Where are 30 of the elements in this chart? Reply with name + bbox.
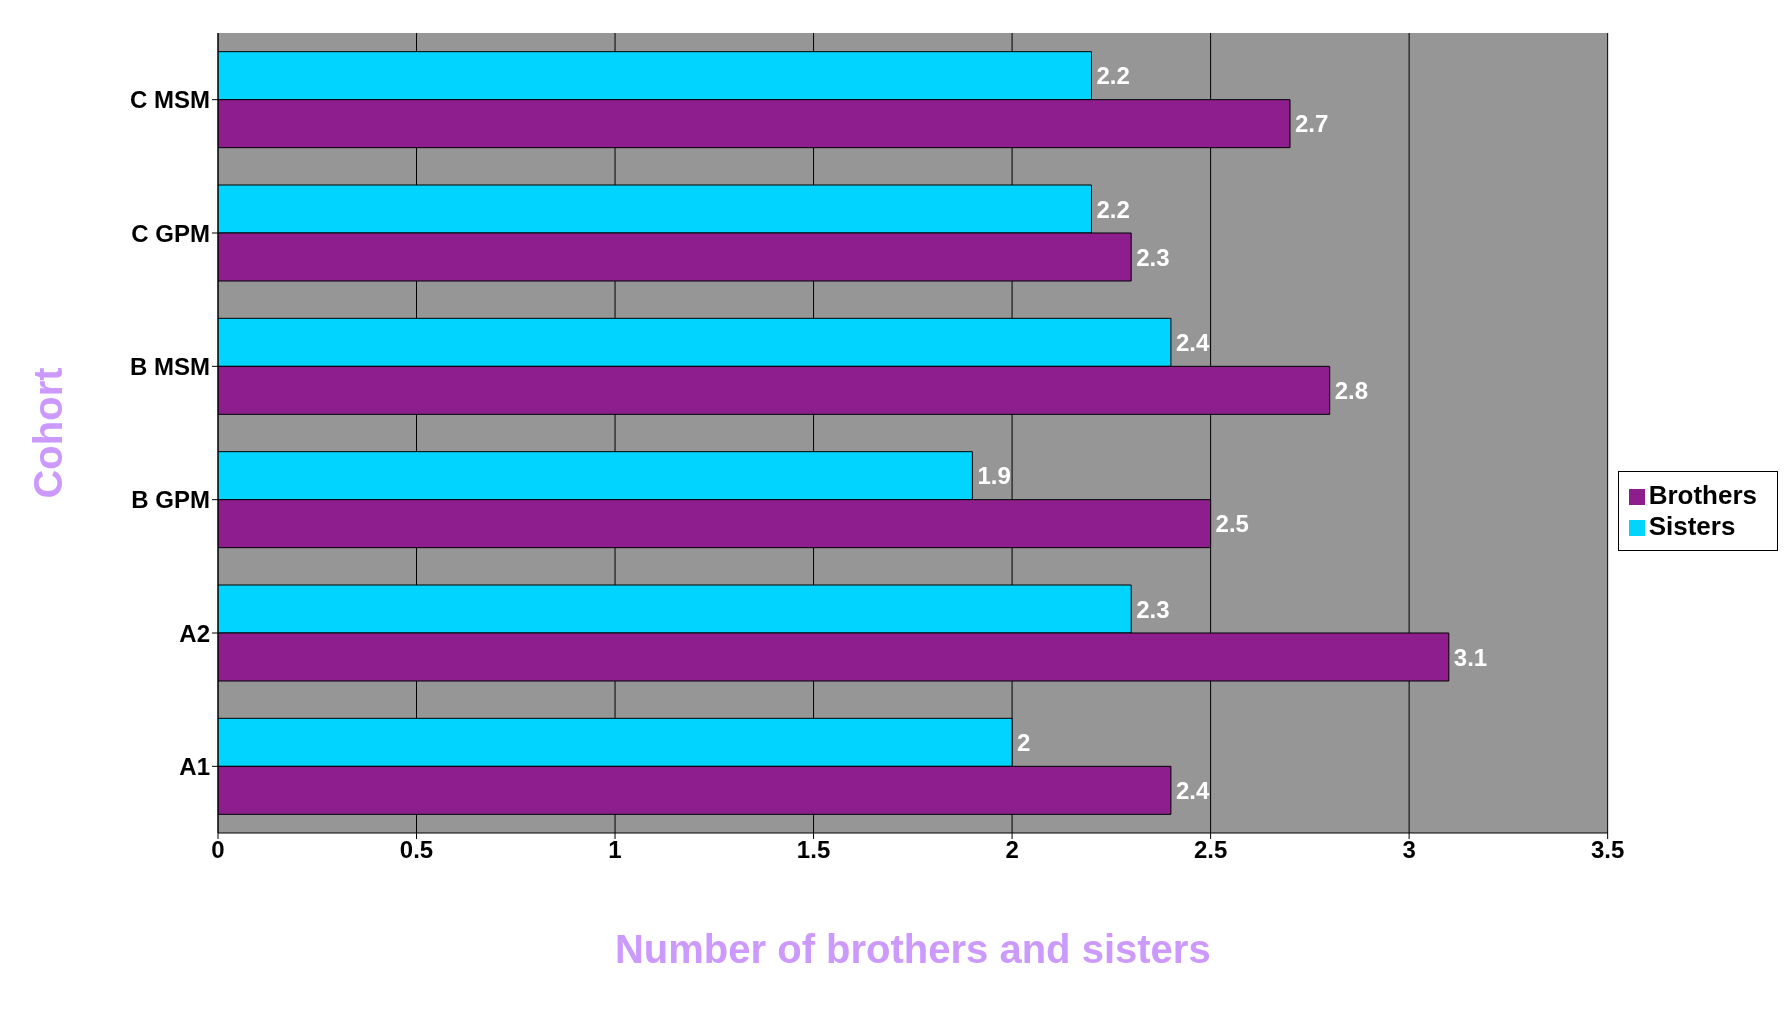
y-tick-label: C MSM [130,86,210,114]
data-label: 2.3 [1136,243,1170,271]
y-tick-label: B GPM [131,486,210,514]
data-label: 3.1 [1453,643,1488,671]
x-tick-label: 0.5 [399,836,434,864]
x-tick-label: 2.5 [1193,836,1228,864]
x-tick-label: 3.5 [1590,836,1625,864]
y-tick-label: A1 [179,752,210,780]
data-label: 2.2 [1096,62,1130,90]
x-tick-label: 0 [211,836,225,864]
x-tick-label: 1.5 [796,836,831,864]
data-label: 2.4 [1175,776,1210,804]
x-tick-label: 1 [608,836,622,864]
data-label: 1.9 [977,462,1011,490]
legend-label: Brothers [1648,479,1757,510]
data-label: 2.8 [1334,376,1369,404]
data-label: 2.5 [1215,510,1249,538]
y-tick-label: A2 [179,619,210,647]
x-axis-title: Number of brothers and sisters [614,927,1211,971]
data-label: 2.7 [1295,110,1329,138]
data-label: 2 [1017,728,1031,756]
y-tick-label: C GPM [131,219,210,247]
x-tick-label: 3 [1402,836,1416,864]
y-axis-title: Cohort [26,367,71,499]
legend-label: Sisters [1648,510,1736,541]
data-label: 2.2 [1096,195,1130,223]
x-tick-label: 2 [1005,836,1019,864]
data-label: 2.4 [1175,328,1210,356]
data-label: 2.3 [1136,595,1170,623]
y-tick-label: B MSM [130,352,210,380]
